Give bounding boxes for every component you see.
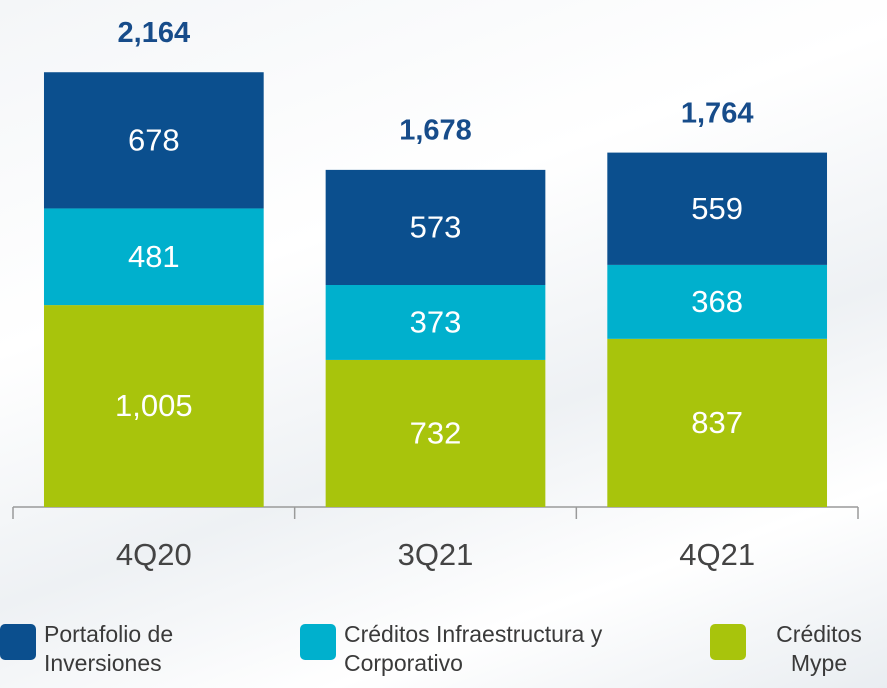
bar-segment: [607, 338, 828, 507]
bar-segment: [325, 284, 546, 360]
bar-segment: [43, 208, 264, 306]
bar-segment: [43, 72, 264, 209]
legend-item: Créditos Infraestructura y Corporativo: [300, 620, 679, 678]
bar-segment: [325, 359, 546, 507]
value-label: 1,005: [115, 388, 193, 423]
total-label: 1,764: [681, 97, 754, 129]
legend-swatch: [710, 624, 746, 660]
legend-swatch: [300, 624, 336, 660]
legend-label: Créditos Infraestructura y Corporativo: [344, 621, 603, 676]
total-label: 2,164: [118, 17, 191, 49]
value-label: 837: [691, 405, 743, 440]
legend-swatch: [0, 624, 36, 660]
legend-label: Portafolio de Inversiones: [44, 621, 174, 676]
value-label: 732: [410, 416, 462, 451]
legend-label: Créditos Mype: [776, 621, 862, 676]
bar-segment: [607, 152, 828, 265]
value-label: 573: [410, 210, 462, 245]
chart: 1,005 481 678 2,164 4Q20 732 373 573 1,678 3Q21 83…: [12, 17, 859, 572]
x-tick-label: 3Q21: [398, 537, 474, 572]
value-label: 559: [691, 191, 743, 226]
bar-segment: [325, 169, 546, 285]
value-label: 373: [410, 305, 462, 340]
bar-segment: [607, 264, 828, 339]
bar-segment: [43, 305, 264, 507]
value-label: 368: [691, 284, 743, 319]
value-label: 481: [128, 239, 180, 274]
legend-item: Portafolio de Inversiones: [0, 620, 234, 678]
legend-item: Créditos Mype: [710, 620, 884, 678]
x-tick-label: 4Q20: [116, 537, 192, 572]
total-label: 1,678: [399, 115, 472, 147]
value-label: 678: [128, 123, 180, 158]
x-tick-label: 4Q21: [679, 537, 755, 572]
